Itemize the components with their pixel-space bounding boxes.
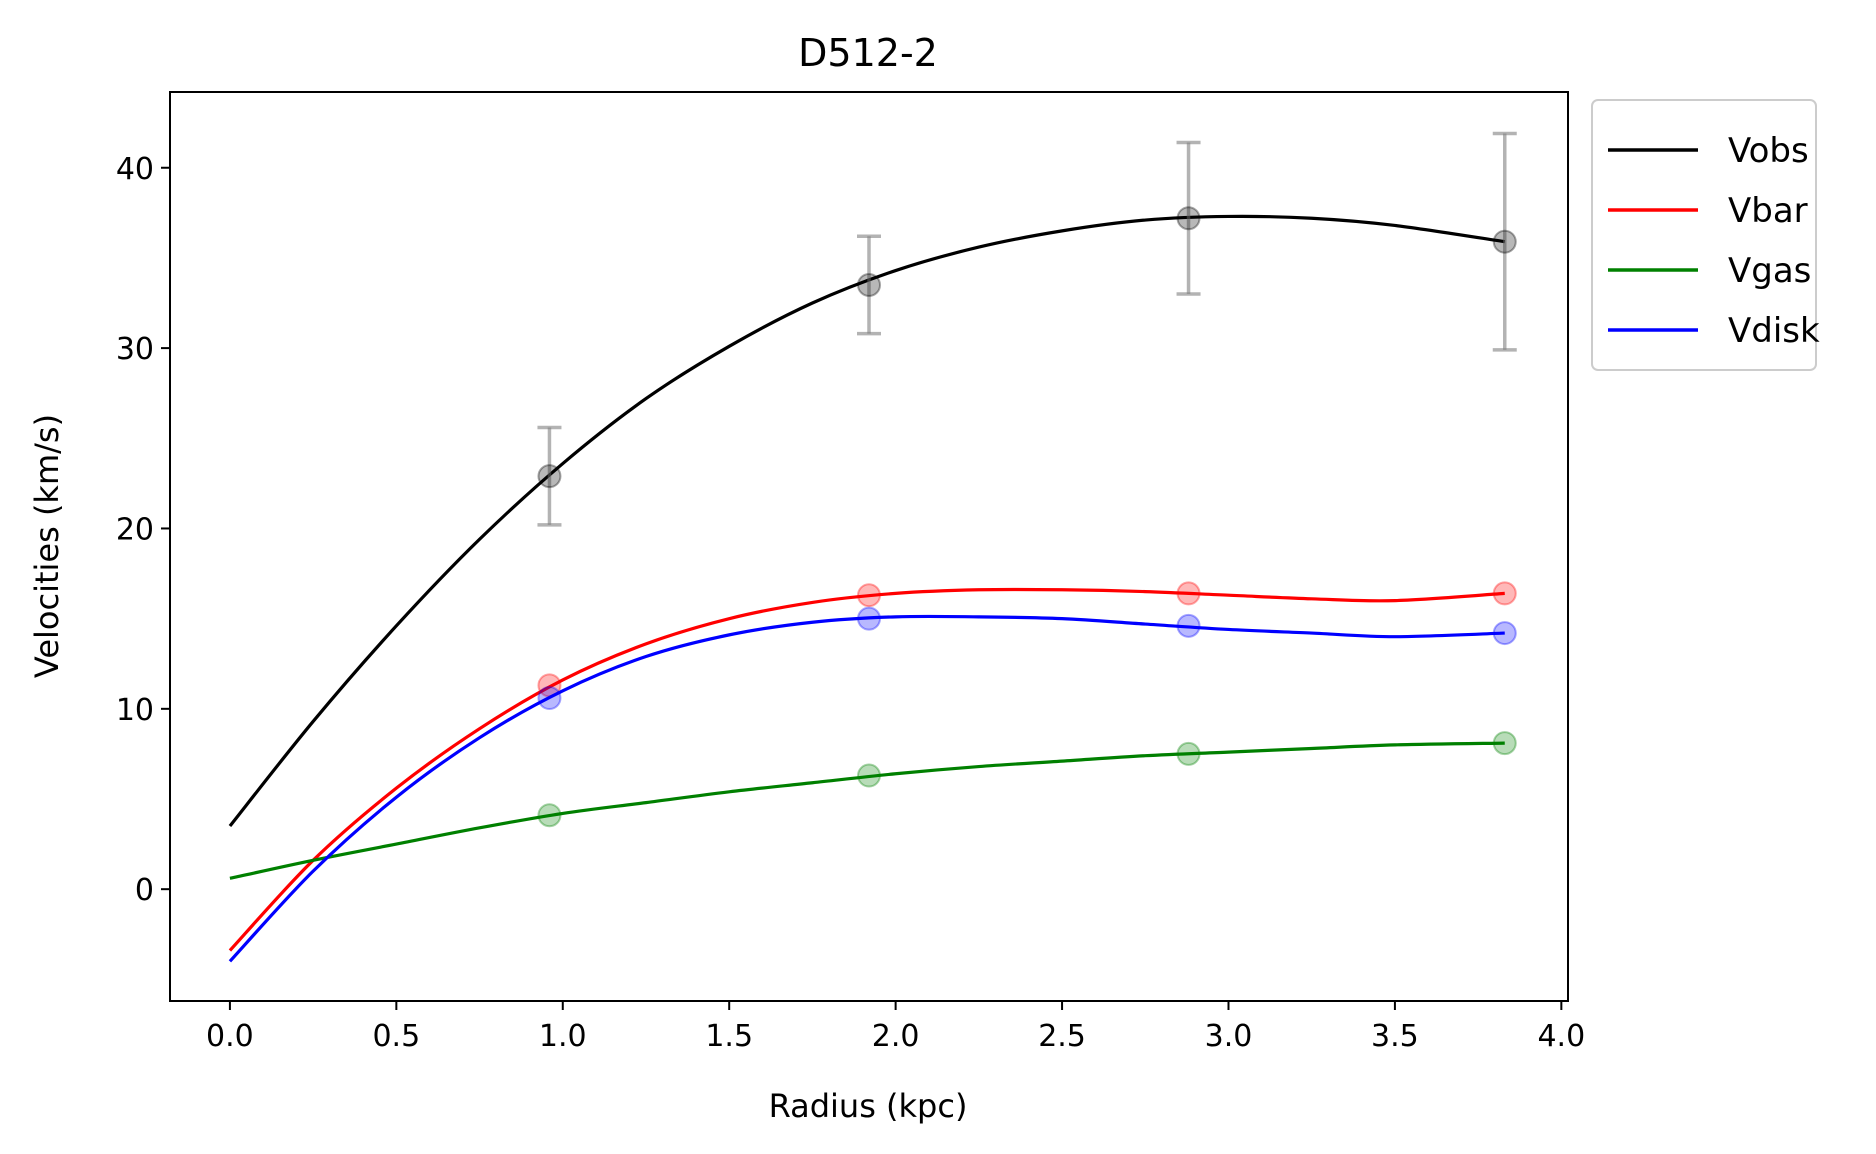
x-tick-label: 3.0 (1205, 1019, 1253, 1054)
x-tick-label: 4.0 (1537, 1019, 1585, 1054)
y-tick-label: 20 (116, 512, 154, 547)
vobs-point (537, 464, 562, 489)
y-tick-label: 0 (135, 873, 154, 908)
x-tick-label: 2.0 (872, 1019, 920, 1054)
vbar-point (1492, 581, 1517, 606)
vobs-error-bar (1176, 140, 1201, 296)
plot-frame (169, 91, 1569, 1002)
legend: Vobs Vbar Vgas Vdisk (1591, 99, 1820, 371)
x-tick-label: 0.5 (372, 1019, 420, 1054)
vdisk-curve (228, 614, 1505, 963)
x-axis-ticks: 0.0 0.5 1.0 1.5 2.0 2.5 3.0 3.5 4.0 (206, 1001, 1585, 1054)
x-tick-label: 3.5 (1371, 1019, 1419, 1054)
vdisk-point (1176, 613, 1201, 638)
vobs-point (1176, 206, 1201, 231)
vbar-curve (228, 587, 1505, 952)
chart-title: D512-2 (798, 31, 938, 75)
y-tick-label: 30 (116, 332, 154, 367)
legend-vdisk-label: Vdisk (1728, 311, 1820, 351)
vgas-point (857, 763, 881, 788)
vgas-point (537, 803, 562, 828)
vdisk-point (537, 686, 562, 710)
vbar-point (1176, 581, 1201, 606)
vgas-curve (229, 741, 1505, 880)
vobs-error-bar (537, 425, 562, 527)
x-axis-label: Radius (kpc) (769, 1087, 968, 1125)
vobs-error-bar (1492, 131, 1517, 352)
y-axis-label: Velocities (km/s) (28, 414, 66, 678)
vdisk-point (1492, 621, 1517, 646)
x-tick-label: 1.0 (539, 1019, 587, 1054)
y-axis-ticks: 0 10 20 30 40 (116, 152, 170, 908)
legend-entries: Vobs Vbar Vgas Vdisk (1608, 131, 1820, 351)
vobs-point (1492, 229, 1517, 254)
x-tick-label: 1.5 (705, 1019, 753, 1054)
legend-vobs-label: Vobs (1728, 131, 1809, 171)
vbar-point (857, 583, 881, 608)
vobs-curve (228, 214, 1505, 828)
legend-vbar-label: Vbar (1728, 191, 1808, 231)
y-tick-label: 40 (116, 152, 154, 187)
vdisk-point (857, 606, 881, 631)
plot-area (228, 131, 1517, 963)
legend-vgas-label: Vgas (1728, 251, 1811, 291)
vgas-point (1492, 731, 1517, 756)
x-tick-label: 0.0 (206, 1019, 254, 1054)
y-tick-label: 10 (116, 693, 154, 728)
x-tick-label: 2.5 (1038, 1019, 1086, 1054)
legend-frame (1591, 99, 1817, 371)
vobs-error-bar (857, 234, 881, 336)
vgas-point (1176, 741, 1201, 766)
vobs-point (857, 272, 881, 297)
